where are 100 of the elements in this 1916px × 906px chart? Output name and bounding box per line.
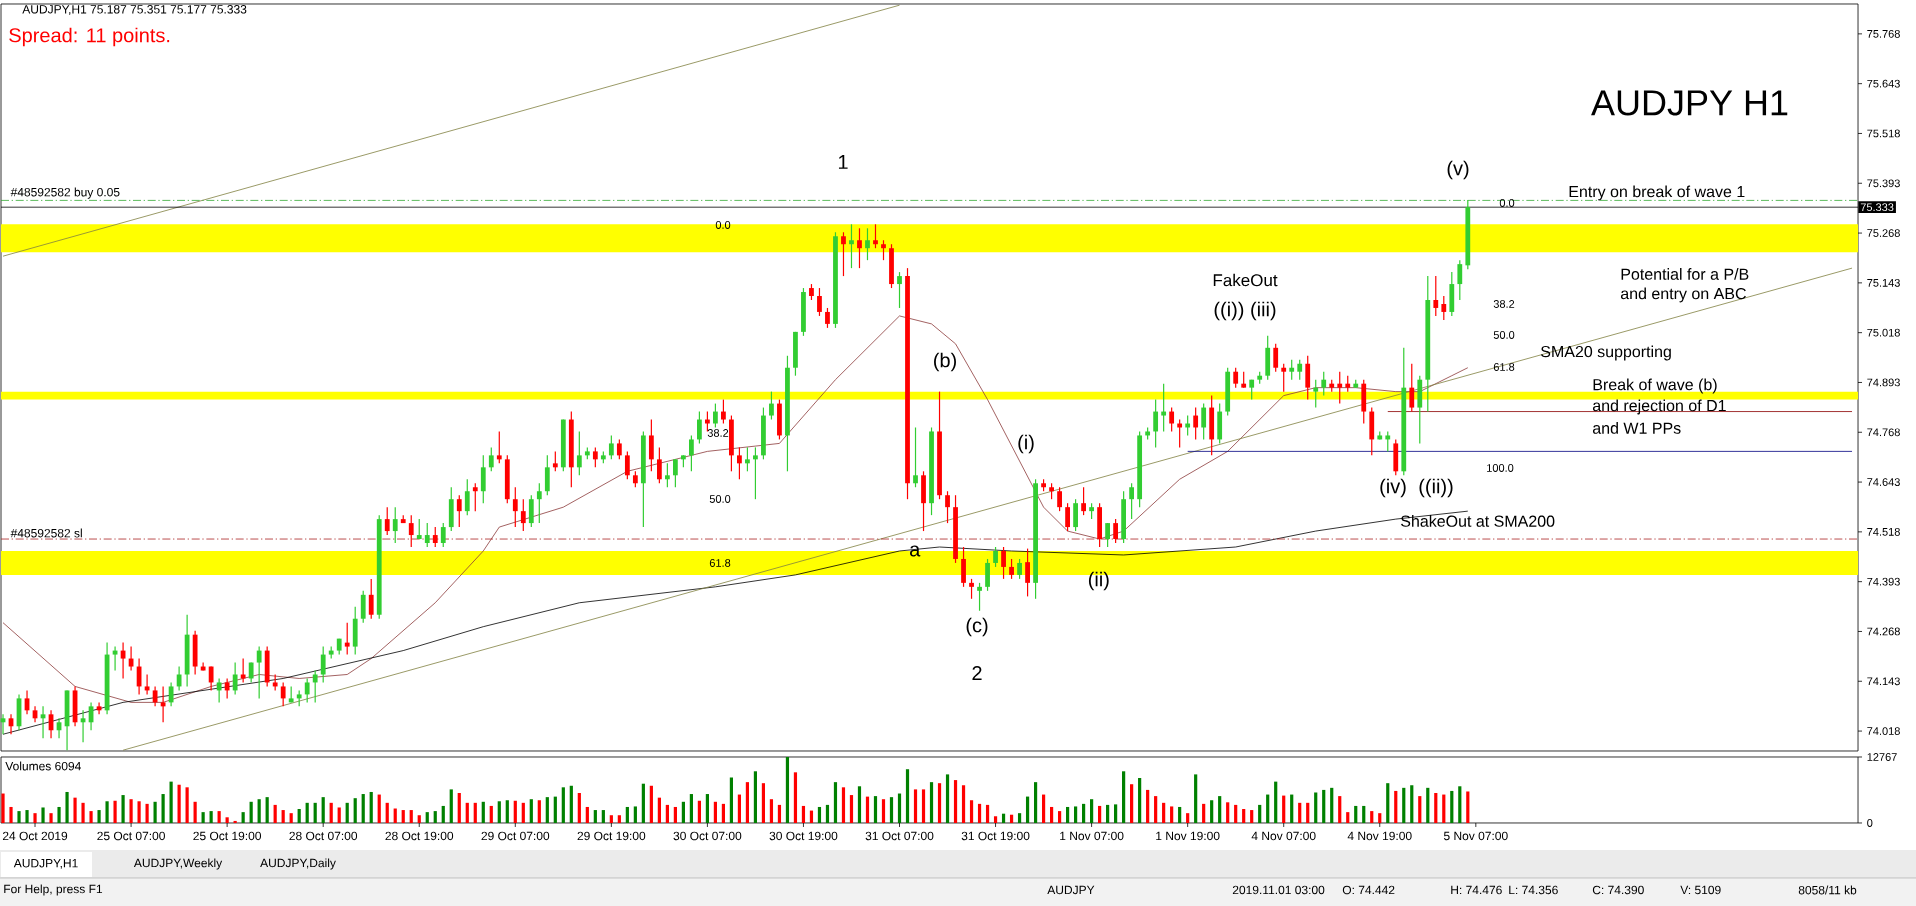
x-tick-label: 4 Nov 07:00 (1251, 831, 1316, 841)
bar (1210, 800, 1214, 823)
y-tick-label: 74.768 (1867, 428, 1900, 437)
bar (969, 800, 974, 823)
candlestick (616, 438, 622, 460)
bar (337, 807, 341, 823)
bar (361, 794, 365, 823)
bar (473, 802, 477, 823)
bar (257, 799, 261, 823)
bar (1130, 784, 1134, 823)
bar (137, 801, 141, 823)
candlestick (576, 430, 582, 476)
bar (209, 811, 213, 823)
bar (857, 786, 862, 823)
bar (153, 801, 157, 823)
candlestick (528, 494, 534, 528)
candlestick (1193, 406, 1199, 441)
bar (1378, 813, 1382, 823)
candlestick (656, 446, 662, 484)
bar (81, 802, 85, 823)
candlestick (1113, 518, 1119, 544)
bar (1146, 789, 1150, 823)
annotation: 38.2 (707, 429, 729, 437)
candlestick (544, 454, 550, 496)
bar (1242, 809, 1246, 823)
bar (633, 806, 637, 823)
bar (601, 810, 605, 823)
bar (1138, 778, 1142, 823)
bar (617, 815, 621, 823)
bar (1410, 785, 1414, 823)
candlestick (592, 446, 598, 468)
bar (25, 810, 29, 823)
bar (713, 801, 717, 823)
bar (377, 794, 381, 823)
candlestick (897, 271, 902, 309)
bar (225, 817, 229, 823)
bar (417, 815, 421, 823)
ref-line-label: 75.333 (1860, 203, 1894, 212)
bar (1170, 806, 1174, 823)
annotation: ShakeOut at SMA200 (1401, 515, 1555, 527)
candlestick (1081, 486, 1086, 516)
bar (481, 801, 485, 823)
bar (409, 810, 413, 823)
bar (873, 796, 878, 823)
candlestick (392, 506, 398, 544)
bar (1218, 796, 1222, 823)
bar (385, 802, 389, 823)
bar (977, 803, 982, 823)
y-tick-label: 74.393 (1867, 577, 1900, 586)
bar (1346, 812, 1350, 823)
candlestick (1313, 379, 1319, 409)
bar (689, 794, 693, 823)
annotation: 50.0 (709, 495, 731, 503)
bar (1162, 802, 1166, 823)
candlestick (304, 677, 310, 703)
bar (1258, 804, 1262, 823)
bar (1402, 787, 1406, 823)
bar (561, 787, 565, 823)
bar (289, 813, 293, 823)
bar (505, 800, 509, 823)
bar (537, 800, 541, 823)
candlestick (480, 454, 486, 504)
bar (897, 793, 902, 823)
candlestick (168, 681, 174, 707)
bar (793, 772, 798, 823)
candlestick (1105, 522, 1111, 548)
bar (1282, 795, 1286, 823)
bar (1466, 791, 1470, 823)
candlestick (1433, 275, 1439, 317)
bar (553, 796, 557, 823)
annotation: (b) (934, 352, 956, 372)
bar (1041, 794, 1046, 823)
bar (809, 810, 814, 823)
bar (65, 791, 69, 823)
candlestick (1169, 406, 1175, 433)
candlestick (216, 677, 222, 703)
x-tick-label: 28 Oct 07:00 (289, 831, 358, 841)
bar (1418, 796, 1422, 823)
bar (609, 815, 613, 823)
annotation: 61.8 (709, 559, 731, 567)
bar (217, 811, 221, 823)
y-tick-label: 0 (1867, 819, 1873, 827)
bar (785, 756, 790, 823)
bar (945, 774, 950, 823)
bar (297, 809, 301, 823)
bar (825, 804, 830, 823)
candlestick (1161, 383, 1167, 433)
text: C: 74.390 (1592, 885, 1644, 895)
candlestick (849, 223, 854, 269)
bar (1266, 794, 1270, 823)
bar (145, 803, 149, 823)
bar (577, 793, 581, 823)
bar (129, 799, 133, 823)
candlestick (432, 526, 438, 548)
bar (1442, 794, 1446, 823)
text: 8058/11 kb (1798, 885, 1857, 895)
bar (33, 813, 37, 823)
bar (201, 812, 205, 823)
candlestick (993, 546, 998, 568)
candlestick (841, 231, 846, 277)
